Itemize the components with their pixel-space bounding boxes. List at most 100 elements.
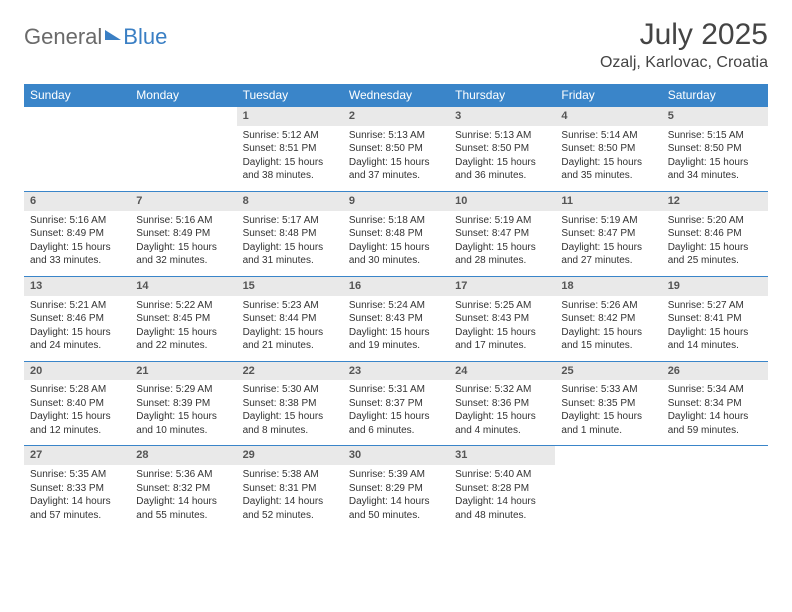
day-number: 28 bbox=[130, 446, 236, 465]
calendar-day-cell: 11Sunrise: 5:19 AMSunset: 8:47 PMDayligh… bbox=[555, 191, 661, 276]
sunrise-text: Sunrise: 5:22 AM bbox=[136, 299, 230, 313]
weekday-header: Saturday bbox=[662, 84, 768, 107]
daylight-text: Daylight: 15 hours and 28 minutes. bbox=[455, 241, 549, 268]
daylight-text: Daylight: 15 hours and 8 minutes. bbox=[243, 410, 337, 437]
sunrise-text: Sunrise: 5:29 AM bbox=[136, 383, 230, 397]
sunrise-text: Sunrise: 5:32 AM bbox=[455, 383, 549, 397]
calendar-day-cell: 26Sunrise: 5:34 AMSunset: 8:34 PMDayligh… bbox=[662, 361, 768, 446]
month-title: July 2025 bbox=[600, 18, 768, 52]
day-body: Sunrise: 5:15 AMSunset: 8:50 PMDaylight:… bbox=[662, 126, 768, 191]
sunset-text: Sunset: 8:48 PM bbox=[349, 227, 443, 241]
sunset-text: Sunset: 8:28 PM bbox=[455, 482, 549, 496]
calendar-day-cell: 22Sunrise: 5:30 AMSunset: 8:38 PMDayligh… bbox=[237, 361, 343, 446]
daylight-text: Daylight: 15 hours and 4 minutes. bbox=[455, 410, 549, 437]
calendar-week-row: 6Sunrise: 5:16 AMSunset: 8:49 PMDaylight… bbox=[24, 191, 768, 276]
day-number: 2 bbox=[343, 107, 449, 126]
day-number: 10 bbox=[449, 192, 555, 211]
daylight-text: Daylight: 15 hours and 36 minutes. bbox=[455, 156, 549, 183]
daylight-text: Daylight: 15 hours and 31 minutes. bbox=[243, 241, 337, 268]
sunset-text: Sunset: 8:43 PM bbox=[349, 312, 443, 326]
sunset-text: Sunset: 8:34 PM bbox=[668, 397, 762, 411]
daylight-text: Daylight: 15 hours and 30 minutes. bbox=[349, 241, 443, 268]
calendar-day-cell: 10Sunrise: 5:19 AMSunset: 8:47 PMDayligh… bbox=[449, 191, 555, 276]
calendar-day-cell: 18Sunrise: 5:26 AMSunset: 8:42 PMDayligh… bbox=[555, 276, 661, 361]
calendar-week-row: 20Sunrise: 5:28 AMSunset: 8:40 PMDayligh… bbox=[24, 361, 768, 446]
brand-logo: General Blue bbox=[24, 18, 167, 50]
calendar-week-row: 27Sunrise: 5:35 AMSunset: 8:33 PMDayligh… bbox=[24, 446, 768, 530]
daylight-text: Daylight: 15 hours and 15 minutes. bbox=[561, 326, 655, 353]
calendar-day-cell: 8Sunrise: 5:17 AMSunset: 8:48 PMDaylight… bbox=[237, 191, 343, 276]
sunrise-text: Sunrise: 5:30 AM bbox=[243, 383, 337, 397]
daylight-text: Daylight: 15 hours and 14 minutes. bbox=[668, 326, 762, 353]
day-number: 22 bbox=[237, 362, 343, 381]
day-body: Sunrise: 5:38 AMSunset: 8:31 PMDaylight:… bbox=[237, 465, 343, 530]
day-body: Sunrise: 5:29 AMSunset: 8:39 PMDaylight:… bbox=[130, 380, 236, 445]
calendar-day-cell: 17Sunrise: 5:25 AMSunset: 8:43 PMDayligh… bbox=[449, 276, 555, 361]
sunset-text: Sunset: 8:32 PM bbox=[136, 482, 230, 496]
sunset-text: Sunset: 8:37 PM bbox=[349, 397, 443, 411]
daylight-text: Daylight: 15 hours and 6 minutes. bbox=[349, 410, 443, 437]
day-number: 9 bbox=[343, 192, 449, 211]
calendar-body: 1Sunrise: 5:12 AMSunset: 8:51 PMDaylight… bbox=[24, 107, 768, 531]
day-number: 20 bbox=[24, 362, 130, 381]
day-body: Sunrise: 5:19 AMSunset: 8:47 PMDaylight:… bbox=[555, 211, 661, 276]
sunrise-text: Sunrise: 5:19 AM bbox=[455, 214, 549, 228]
sunset-text: Sunset: 8:41 PM bbox=[668, 312, 762, 326]
daylight-text: Daylight: 14 hours and 50 minutes. bbox=[349, 495, 443, 522]
calendar-day-cell: 4Sunrise: 5:14 AMSunset: 8:50 PMDaylight… bbox=[555, 107, 661, 192]
sunrise-text: Sunrise: 5:23 AM bbox=[243, 299, 337, 313]
brand-part2: Blue bbox=[123, 24, 167, 50]
day-body: Sunrise: 5:27 AMSunset: 8:41 PMDaylight:… bbox=[662, 296, 768, 361]
sunrise-text: Sunrise: 5:27 AM bbox=[668, 299, 762, 313]
brand-sail-icon bbox=[105, 30, 121, 40]
daylight-text: Daylight: 14 hours and 52 minutes. bbox=[243, 495, 337, 522]
sunrise-text: Sunrise: 5:13 AM bbox=[455, 129, 549, 143]
sunrise-text: Sunrise: 5:34 AM bbox=[668, 383, 762, 397]
sunrise-text: Sunrise: 5:31 AM bbox=[349, 383, 443, 397]
daylight-text: Daylight: 15 hours and 19 minutes. bbox=[349, 326, 443, 353]
day-number: 18 bbox=[555, 277, 661, 296]
calendar-day-cell bbox=[130, 107, 236, 192]
daylight-text: Daylight: 15 hours and 1 minute. bbox=[561, 410, 655, 437]
daylight-text: Daylight: 14 hours and 48 minutes. bbox=[455, 495, 549, 522]
daylight-text: Daylight: 14 hours and 59 minutes. bbox=[668, 410, 762, 437]
day-body: Sunrise: 5:18 AMSunset: 8:48 PMDaylight:… bbox=[343, 211, 449, 276]
day-body: Sunrise: 5:21 AMSunset: 8:46 PMDaylight:… bbox=[24, 296, 130, 361]
calendar-day-cell: 2Sunrise: 5:13 AMSunset: 8:50 PMDaylight… bbox=[343, 107, 449, 192]
sunset-text: Sunset: 8:35 PM bbox=[561, 397, 655, 411]
sunrise-text: Sunrise: 5:28 AM bbox=[30, 383, 124, 397]
sunset-text: Sunset: 8:45 PM bbox=[136, 312, 230, 326]
sunset-text: Sunset: 8:31 PM bbox=[243, 482, 337, 496]
calendar-day-cell: 31Sunrise: 5:40 AMSunset: 8:28 PMDayligh… bbox=[449, 446, 555, 530]
calendar-day-cell: 13Sunrise: 5:21 AMSunset: 8:46 PMDayligh… bbox=[24, 276, 130, 361]
sunrise-text: Sunrise: 5:19 AM bbox=[561, 214, 655, 228]
sunrise-text: Sunrise: 5:38 AM bbox=[243, 468, 337, 482]
day-number: 15 bbox=[237, 277, 343, 296]
calendar-day-cell: 20Sunrise: 5:28 AMSunset: 8:40 PMDayligh… bbox=[24, 361, 130, 446]
day-number: 21 bbox=[130, 362, 236, 381]
sunset-text: Sunset: 8:42 PM bbox=[561, 312, 655, 326]
day-body: Sunrise: 5:24 AMSunset: 8:43 PMDaylight:… bbox=[343, 296, 449, 361]
day-number: 16 bbox=[343, 277, 449, 296]
day-body: Sunrise: 5:25 AMSunset: 8:43 PMDaylight:… bbox=[449, 296, 555, 361]
sunset-text: Sunset: 8:49 PM bbox=[30, 227, 124, 241]
calendar-day-cell: 24Sunrise: 5:32 AMSunset: 8:36 PMDayligh… bbox=[449, 361, 555, 446]
sunset-text: Sunset: 8:36 PM bbox=[455, 397, 549, 411]
daylight-text: Daylight: 15 hours and 27 minutes. bbox=[561, 241, 655, 268]
weekday-header: Sunday bbox=[24, 84, 130, 107]
day-body: Sunrise: 5:12 AMSunset: 8:51 PMDaylight:… bbox=[237, 126, 343, 191]
day-number: 31 bbox=[449, 446, 555, 465]
day-number: 30 bbox=[343, 446, 449, 465]
sunset-text: Sunset: 8:50 PM bbox=[668, 142, 762, 156]
day-number: 7 bbox=[130, 192, 236, 211]
title-block: July 2025 Ozalj, Karlovac, Croatia bbox=[600, 18, 768, 72]
day-body: Sunrise: 5:32 AMSunset: 8:36 PMDaylight:… bbox=[449, 380, 555, 445]
sunset-text: Sunset: 8:50 PM bbox=[349, 142, 443, 156]
sunrise-text: Sunrise: 5:25 AM bbox=[455, 299, 549, 313]
sunrise-text: Sunrise: 5:12 AM bbox=[243, 129, 337, 143]
day-number: 19 bbox=[662, 277, 768, 296]
daylight-text: Daylight: 15 hours and 35 minutes. bbox=[561, 156, 655, 183]
day-number: 17 bbox=[449, 277, 555, 296]
day-body: Sunrise: 5:20 AMSunset: 8:46 PMDaylight:… bbox=[662, 211, 768, 276]
weekday-header: Thursday bbox=[449, 84, 555, 107]
